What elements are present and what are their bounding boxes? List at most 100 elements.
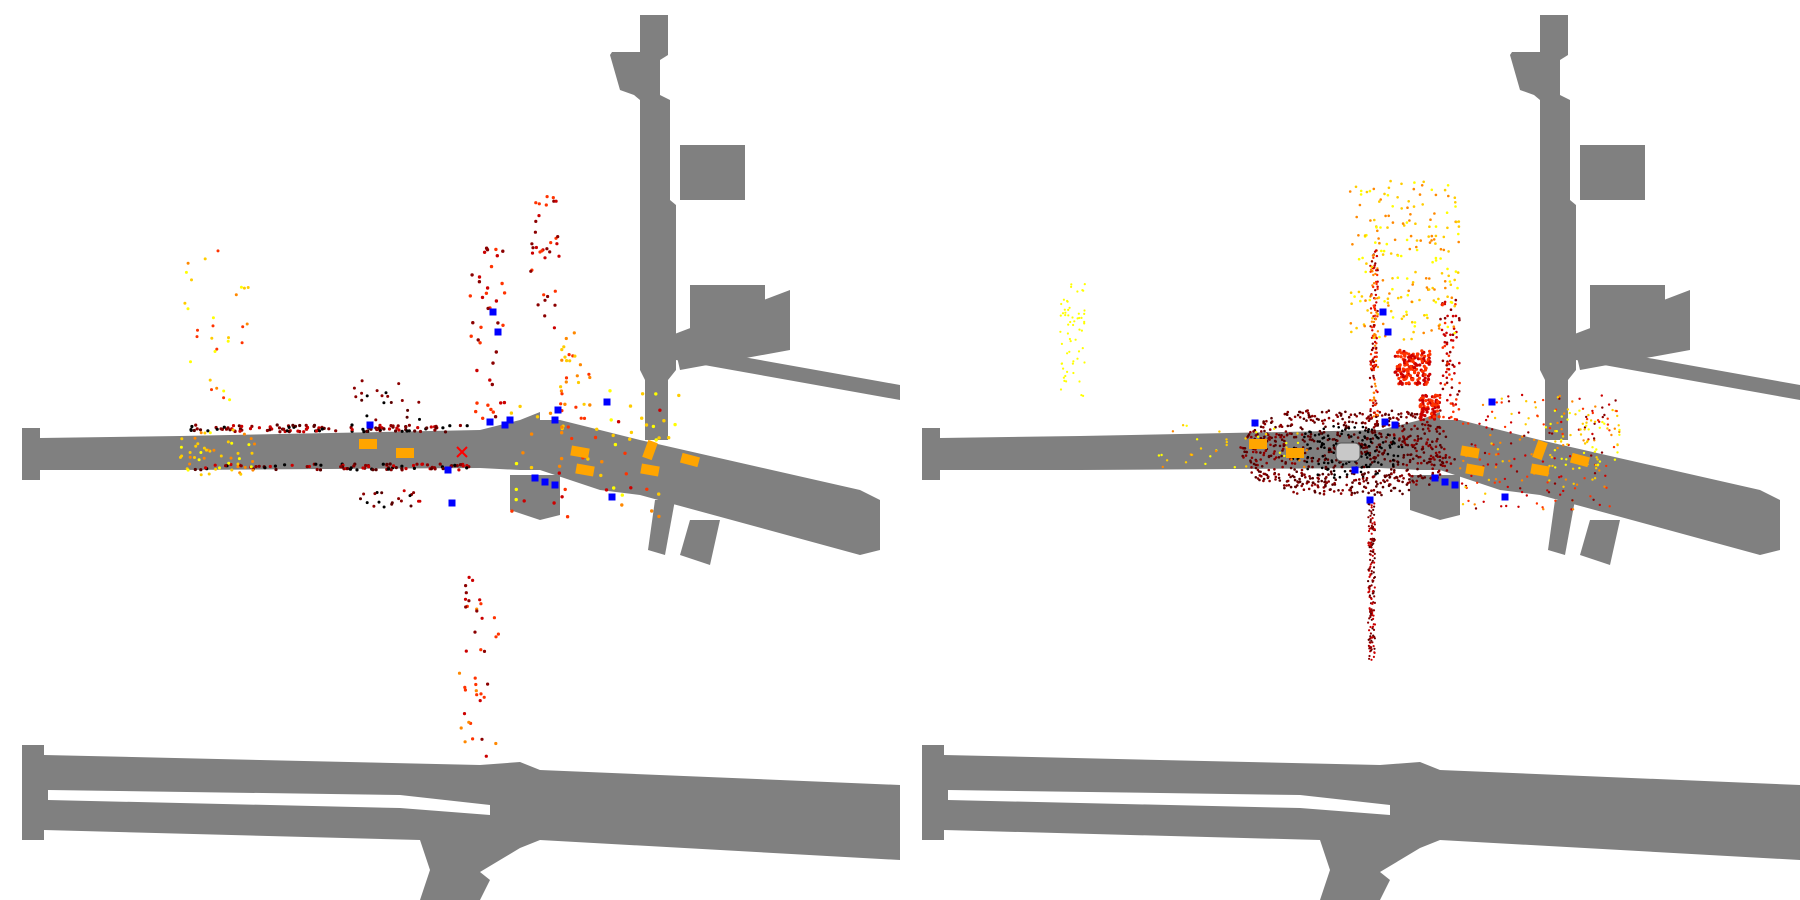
lidar-point [582, 416, 587, 420]
lidar-point [479, 648, 483, 652]
lidar-point [1367, 415, 1370, 419]
lidar-point [1385, 436, 1388, 439]
lidar-point [425, 463, 430, 467]
lidar-point [1406, 453, 1409, 457]
lidar-point [1263, 435, 1266, 439]
lidar-point [249, 465, 253, 469]
lidar-point [1368, 617, 1371, 620]
lidar-point [395, 426, 399, 430]
lidar-point [215, 347, 219, 351]
lidar-point [186, 468, 190, 472]
pedestrian-box [501, 421, 509, 429]
lidar-point [1195, 438, 1199, 441]
vehicle-box [1530, 463, 1550, 477]
lidar-point [1571, 508, 1575, 511]
lidar-point [240, 341, 244, 345]
lidar-point [1305, 419, 1308, 422]
lidar-point [1311, 414, 1314, 418]
lidar-point [1347, 436, 1351, 439]
lidar-point [382, 401, 386, 405]
lidar-point [1616, 414, 1619, 418]
lidar-point [1373, 651, 1376, 654]
lidar-point [1397, 413, 1400, 416]
lidar-point [1600, 394, 1603, 397]
lidar-point [1448, 350, 1452, 354]
lidar-point [1375, 435, 1379, 439]
lidar-point [1303, 459, 1306, 463]
lidar-point [1393, 469, 1396, 472]
lidar-point [1360, 295, 1364, 298]
lidar-point [1283, 439, 1286, 443]
lidar-point [1412, 330, 1415, 334]
vehicle-box [396, 448, 414, 458]
lidar-point [1446, 398, 1449, 402]
lidar-point [490, 382, 494, 387]
lidar-point [1407, 359, 1411, 363]
lidar-point [400, 467, 404, 471]
lidar-point [1372, 456, 1375, 460]
lidar-point [1070, 285, 1073, 288]
lidar-point [1369, 558, 1372, 562]
lidar-point [484, 754, 488, 758]
lidar-point [406, 408, 410, 412]
lidar-point [1370, 461, 1374, 464]
road-median [948, 790, 1390, 815]
lidar-point [1306, 443, 1309, 446]
lidar-point [400, 464, 404, 468]
lidar-point [1420, 184, 1424, 187]
lidar-point [193, 467, 197, 472]
lidar-point [1077, 350, 1081, 353]
lidar-point [662, 419, 666, 423]
lidar-point [1316, 440, 1320, 443]
lidar-point [1415, 239, 1419, 242]
lidar-point [1443, 316, 1447, 320]
lidar-point [1591, 409, 1594, 413]
lidar-point [1370, 369, 1374, 372]
lidar-point [1494, 466, 1497, 469]
lidar-point [1348, 488, 1351, 492]
lidar-point [1413, 325, 1417, 328]
lidar-point [1396, 350, 1400, 354]
lidar-point [367, 465, 371, 469]
lidar-point [183, 301, 187, 305]
lidar-point [202, 446, 206, 450]
lidar-point [1401, 480, 1404, 484]
lidar-point [1524, 454, 1527, 457]
lidar-point [1363, 472, 1366, 475]
lidar-point [1562, 485, 1565, 488]
lidar-point [1402, 224, 1406, 227]
lidar-point [1389, 489, 1393, 493]
lidar-point [1446, 226, 1449, 230]
lidar-point [1291, 474, 1294, 478]
lidar-point [1273, 472, 1276, 476]
lidar-point [195, 335, 199, 339]
lidar-point [227, 461, 231, 465]
lidar-point [1450, 386, 1454, 389]
lidar-point [1419, 418, 1423, 422]
lidar-point [1419, 474, 1422, 477]
lidar-point [1566, 443, 1569, 446]
lidar-point [1369, 519, 1372, 523]
lidar-point [1373, 493, 1377, 496]
lidar-point [563, 487, 567, 492]
lidar-point [1376, 273, 1379, 277]
lidar-point [1578, 466, 1581, 470]
lidar-point [1489, 433, 1492, 437]
lidar-point [1347, 420, 1351, 424]
lidar-point [1286, 479, 1290, 483]
lidar-point [1372, 366, 1376, 369]
lidar-point [1279, 435, 1282, 439]
lidar-point [405, 429, 409, 433]
lidar-point [1327, 473, 1330, 476]
lidar-point [1427, 235, 1430, 238]
lidar-point [1364, 426, 1368, 430]
lidar-point [1589, 419, 1593, 422]
lidar-point [1398, 367, 1402, 371]
lidar-point [1327, 416, 1331, 420]
lidar-point [1396, 276, 1400, 280]
lidar-point [1410, 412, 1414, 415]
lidar-point [1250, 435, 1253, 439]
lidar-point [1372, 325, 1376, 328]
lidar-point [268, 428, 272, 432]
lidar-point [253, 442, 256, 446]
